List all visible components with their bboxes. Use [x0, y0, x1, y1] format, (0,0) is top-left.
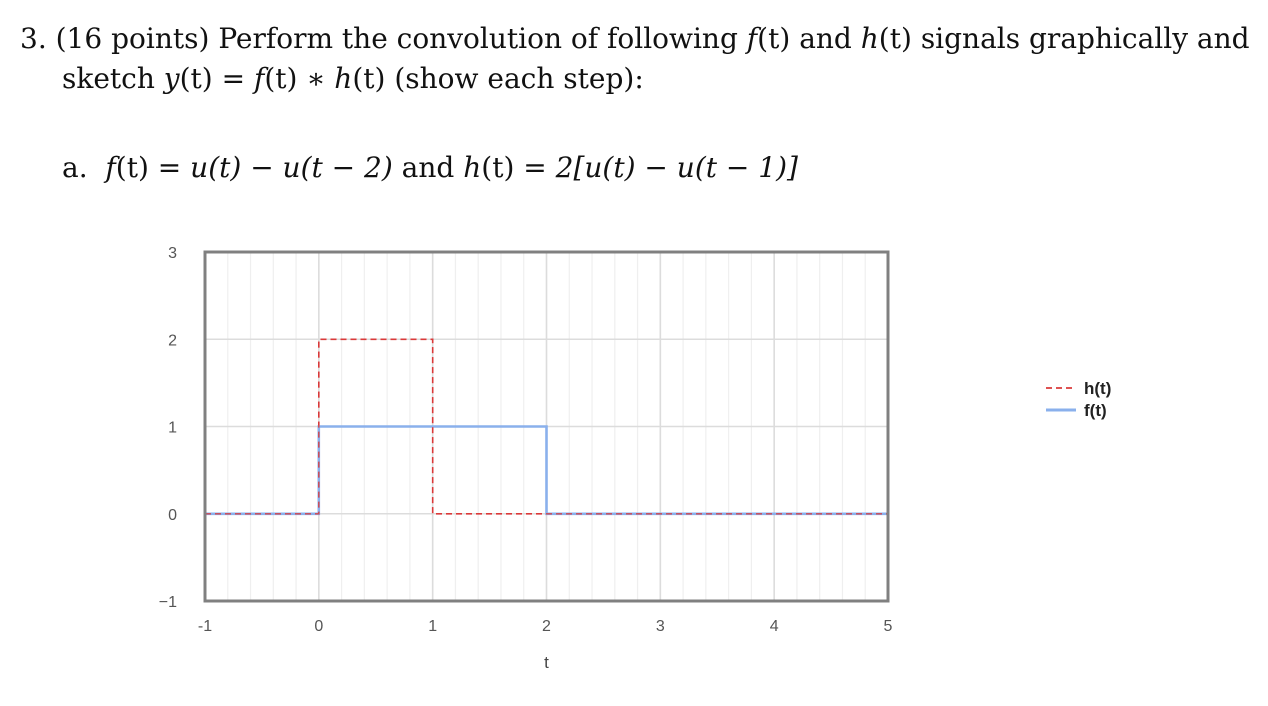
h-symbol: h	[860, 22, 879, 55]
f-symbol-2: f	[253, 62, 265, 95]
x-tick-label: 4	[770, 618, 779, 635]
part-a-h-rhs: 2[u(t) − u(t − 1)]	[555, 151, 798, 184]
x-axis-label: t	[544, 653, 549, 672]
series-line-f	[205, 425, 888, 516]
y-tick-label: −1	[159, 594, 177, 611]
problem-rest: signals graphically and	[920, 22, 1250, 55]
y-tick-label: 3	[168, 245, 177, 262]
problem-points: (16 points)	[55, 22, 210, 55]
x-tick-label: 1	[428, 618, 437, 635]
part-a-f-rhs: u(t) − u(t − 2)	[190, 151, 393, 184]
problem-number: 3.	[20, 22, 47, 55]
part-a-h-symbol: h	[463, 151, 482, 184]
part-a-and: and	[401, 151, 455, 184]
x-tick-label: 0	[314, 618, 323, 635]
problem-statement-line-2: sketch y(t) = f(t) ∗ h(t) (show each ste…	[62, 62, 644, 95]
y-eq: (t) =	[179, 62, 254, 95]
x-tick-label: -1	[198, 618, 212, 635]
y-tick-label: 0	[168, 507, 177, 524]
h-arg-2: (t)	[352, 62, 386, 95]
x-tick-label: 3	[656, 618, 665, 635]
part-a-f-lhs: (t) =	[115, 151, 191, 184]
y-symbol: y	[163, 62, 180, 95]
part-a-f-symbol: f	[105, 151, 116, 184]
show-steps: (show each step):	[394, 62, 644, 95]
h-symbol-2: h	[334, 62, 353, 95]
y-tick-label: 1	[168, 420, 177, 437]
series-line-h-overlay	[205, 338, 888, 515]
part-a-h-lhs: (t) =	[481, 151, 556, 184]
and-word: and	[799, 22, 852, 55]
legend-label: f(t)	[1084, 401, 1107, 420]
x-tick-label: 5	[884, 618, 893, 635]
f-arg: (t)	[757, 22, 791, 55]
problem-intro: Perform the convolution of following	[218, 22, 738, 55]
sketch-word: sketch	[62, 62, 155, 95]
conv-op: (t) ∗	[264, 62, 335, 95]
part-a-label: a.	[62, 151, 88, 184]
y-tick-label: 2	[168, 332, 177, 349]
h-arg: (t)	[878, 22, 912, 55]
problem-statement-line-1: 3. (16 points) Perform the convolution o…	[20, 22, 1250, 55]
plot-frame	[203, 250, 890, 603]
legend-label: h(t)	[1084, 379, 1111, 398]
part-a-statement: a. f(t) = u(t) − u(t − 2) and h(t) = 2[u…	[62, 151, 798, 184]
x-tick-label: 2	[542, 618, 551, 635]
f-symbol: f	[746, 22, 758, 55]
